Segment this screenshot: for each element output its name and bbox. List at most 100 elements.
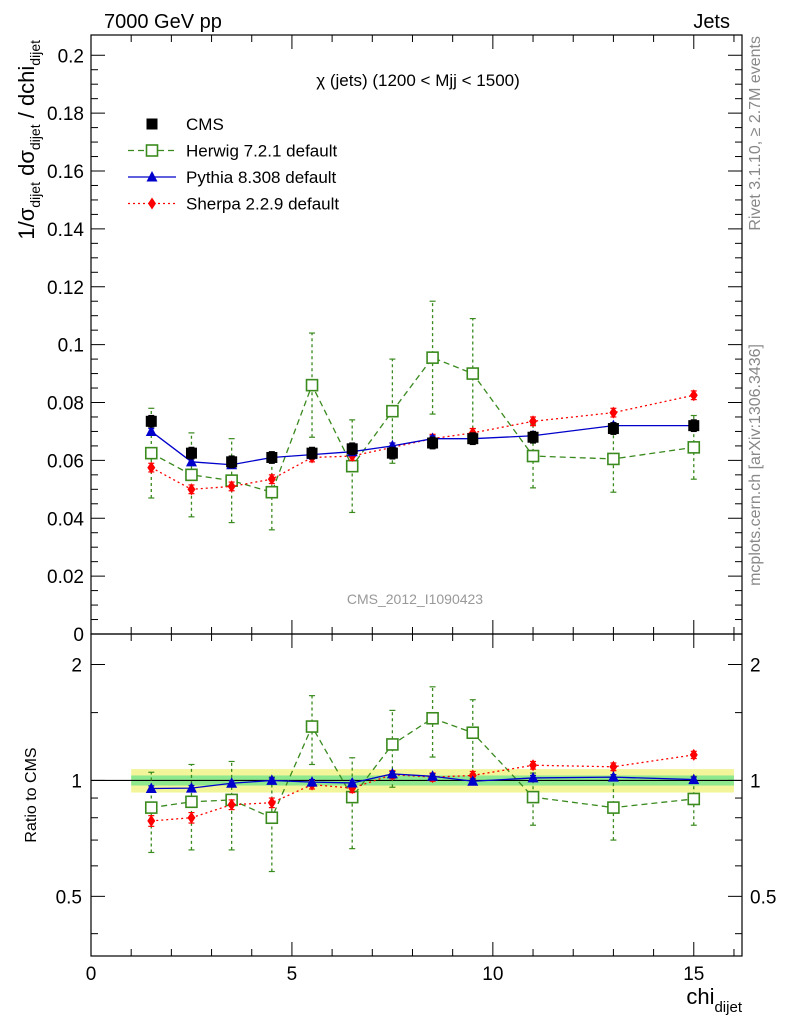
main-herwig-point [144,446,158,460]
x-tick-label: 10 [482,964,503,985]
ratio-plot-frame [90,633,743,957]
x-tick-label: 0 [86,964,97,985]
main-sherpa-point [689,389,698,402]
legend-marker-cms [146,118,158,130]
legend-marker-sherpa [148,197,156,210]
main-cms-point [688,420,700,432]
main-herwig-point [466,367,480,380]
ratio-herwig-point [607,801,620,814]
main-herwig-point [607,452,620,466]
chart-title: χ (jets) (1200 < Mjj < 1500) [316,71,520,90]
main-herwig-series [144,300,701,531]
ratio-sherpa-point [227,798,236,811]
main-cms-point [386,447,398,459]
x-tick-label: 15 [683,964,704,985]
ratio-pythia-point [346,776,358,788]
main-y-tick-label: 0.16 [47,162,84,183]
main-y-axis: 0 0.02 0.04 0.06 0.08 0.1 0.12 0.14 0.16 0.18 0.2 [47,46,742,646]
main-cms-point [226,456,238,468]
main-y-tick-label: 0.04 [47,509,84,530]
legend-label-pythia: Pythia 8.308 default [186,168,337,187]
main-y-tick-label: 0.1 [58,336,84,357]
rivet-version-label: Rivet 3.1.10, ≥ 2.7M events [747,36,764,231]
ratio-sherpa-point [529,759,538,772]
main-sherpa-point [227,480,236,493]
legend-label-herwig: Herwig 7.2.1 default [186,142,337,161]
ratio-herwig-point [265,811,279,825]
header-left-label: 7000 GeV pp [104,11,222,33]
main-sherpa-point [187,483,196,496]
main-series-group [144,300,701,531]
ratio-pythia-point [607,771,619,782]
analysis-id-label: CMS_2012_I1090423 [347,591,483,607]
ratio-herwig-point [185,795,198,809]
ratio-sherpa-point [267,796,276,809]
legend-label-cms: CMS [186,115,224,134]
ratio-pythia-point [386,767,398,779]
main-sherpa-line [150,394,694,490]
main-panel: 00.020.040.060.080.10.120.140.160.180.2 … [14,34,743,646]
ratio-herwig-line [151,717,694,819]
header-right-label: Jets [693,11,730,33]
main-y-tick-label: 0.06 [47,451,84,472]
main-y-tick-label: 0.2 [58,46,84,67]
ratio-sherpa-point [609,760,618,773]
ratio-y-tick-label-right: 2 [750,655,761,676]
ratio-pythia-point [185,782,197,793]
x-axis-title: chidijet [686,984,742,1016]
main-herwig-point [345,459,359,473]
ratio-sherpa-point [187,811,196,824]
main-herwig-point [386,404,399,418]
main-herwig-point [526,449,540,463]
main-cms-point [266,451,278,463]
main-cms-point [427,437,439,449]
main-sherpa-point [529,415,538,428]
main-cms-point [145,415,157,427]
ratio-pythia-point [527,771,539,783]
ratio-y-axis: 0.5 0.5 1 1 2 2 [56,655,776,935]
main-pythia-point [185,455,197,467]
legend-entry-pythia: Pythia 8.308 default [128,168,337,187]
legend-entry-cms: CMS [146,115,224,134]
main-cms-point [346,443,358,455]
x-tick-label: 5 [287,964,298,985]
ratio-sherpa-point [689,748,698,761]
source-label: mcplots.cern.ch [arXiv:1306.3436] [747,344,764,586]
ratio-herwig-point [305,720,319,733]
ratio-panel: 0.5 0.5 1 1 2 2 0 5 10 15 Ratio to CMS [23,633,776,985]
legend-marker-herwig [145,144,159,157]
main-pythia-line [150,425,694,466]
main-cms-series [145,414,700,469]
legend-label-sherpa: Sherpa 2.2.9 default [186,195,339,214]
ratio-y-tick-label-right: 1 [750,771,761,792]
ratio-y-tick-label: 0.5 [56,887,82,908]
main-y-tick-label: 0.12 [47,278,84,299]
main-x-axis-ticks [90,35,735,634]
ratio-pythia-point [226,777,238,788]
ratio-pythia-point [145,782,157,793]
ratio-herwig-point [687,792,701,806]
main-herwig-point [305,378,319,392]
ratio-y-axis-title: Ratio to CMS [23,747,40,842]
ratio-herwig-point [144,801,158,814]
ratio-y-tick-label: 2 [71,655,82,676]
ratio-pythia-series [145,767,700,793]
main-sherpa-point [147,461,156,474]
main-cms-point [467,433,479,445]
ratio-y-tick-label: 1 [71,771,82,792]
ratio-herwig-point [386,738,399,751]
ratio-sherpa-line [151,754,694,822]
ratio-herwig-point [526,790,540,804]
legend-entry-herwig: Herwig 7.2.1 default [128,142,337,161]
main-cms-point [527,431,539,443]
main-y-tick-label: 0.18 [47,104,84,125]
main-pythia-point [145,425,157,436]
ratio-y-tick-label-right: 0.5 [750,887,776,908]
ratio-x-axis: 0 5 10 15 [86,634,735,985]
main-cms-point [306,447,318,459]
main-cms-point [185,447,197,459]
ratio-pythia-point [306,776,318,787]
legend-entry-sherpa: Sherpa 2.2.9 default [128,195,339,214]
ratio-pythia-point [427,770,439,781]
